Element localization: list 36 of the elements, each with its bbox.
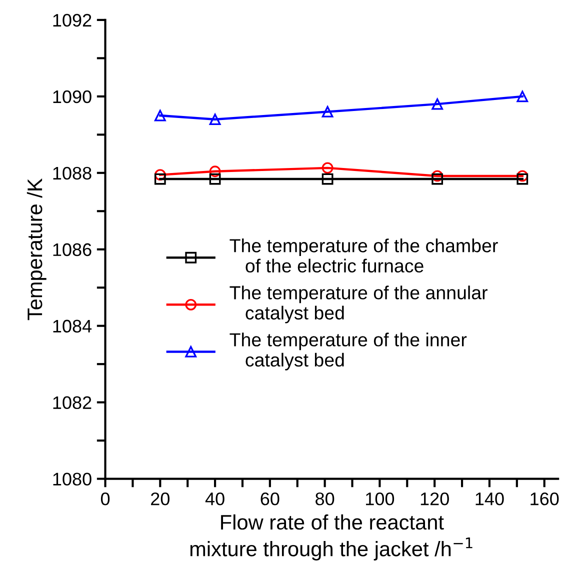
- x-tick-label: 80: [316, 492, 334, 506]
- y-tick-label: 1088: [53, 166, 92, 180]
- x-tick-label: 100: [366, 492, 394, 506]
- legend-label: The temperature of the annular catalyst bed: [230, 286, 488, 324]
- x-tick-label: 20: [151, 492, 170, 506]
- y-axis-title: Temperature /K: [26, 178, 46, 320]
- point: [154, 169, 166, 181]
- point: [209, 114, 221, 126]
- x-tick-label: 60: [260, 492, 280, 506]
- y-tick-label: 1082: [53, 396, 92, 410]
- x-tick-label: 0: [100, 492, 110, 506]
- x-tick-label: 40: [205, 492, 224, 506]
- x-tick-label: 160: [530, 492, 559, 506]
- legend-label: The temperature of the inner catalyst bed: [230, 332, 467, 370]
- point: [516, 90, 528, 102]
- point: [209, 173, 221, 185]
- y-tick-label: 1080: [53, 472, 92, 486]
- y-tick-label: 1092: [53, 14, 92, 27]
- x-tick-label: 140: [476, 492, 504, 506]
- y-tick-label: 1090: [53, 90, 92, 104]
- point: [209, 166, 221, 178]
- point: [322, 173, 334, 185]
- point: [432, 98, 444, 110]
- point: [154, 173, 166, 185]
- y-tick-label: 1084: [53, 320, 92, 333]
- x-axis-title: Flow rate of the reactant mixture through the jacket /h$^{−1}$: [190, 514, 472, 560]
- point: [154, 110, 166, 122]
- x-tick-label: 120: [420, 492, 449, 506]
- point: [322, 106, 334, 118]
- point: [516, 173, 528, 185]
- point: [432, 170, 444, 182]
- y-tick-label: 1086: [53, 243, 92, 256]
- point: [432, 173, 444, 185]
- point: [516, 170, 528, 182]
- point: [322, 162, 334, 174]
- legend-label: The temperature of the chamber of the electric furnace: [230, 238, 498, 273]
